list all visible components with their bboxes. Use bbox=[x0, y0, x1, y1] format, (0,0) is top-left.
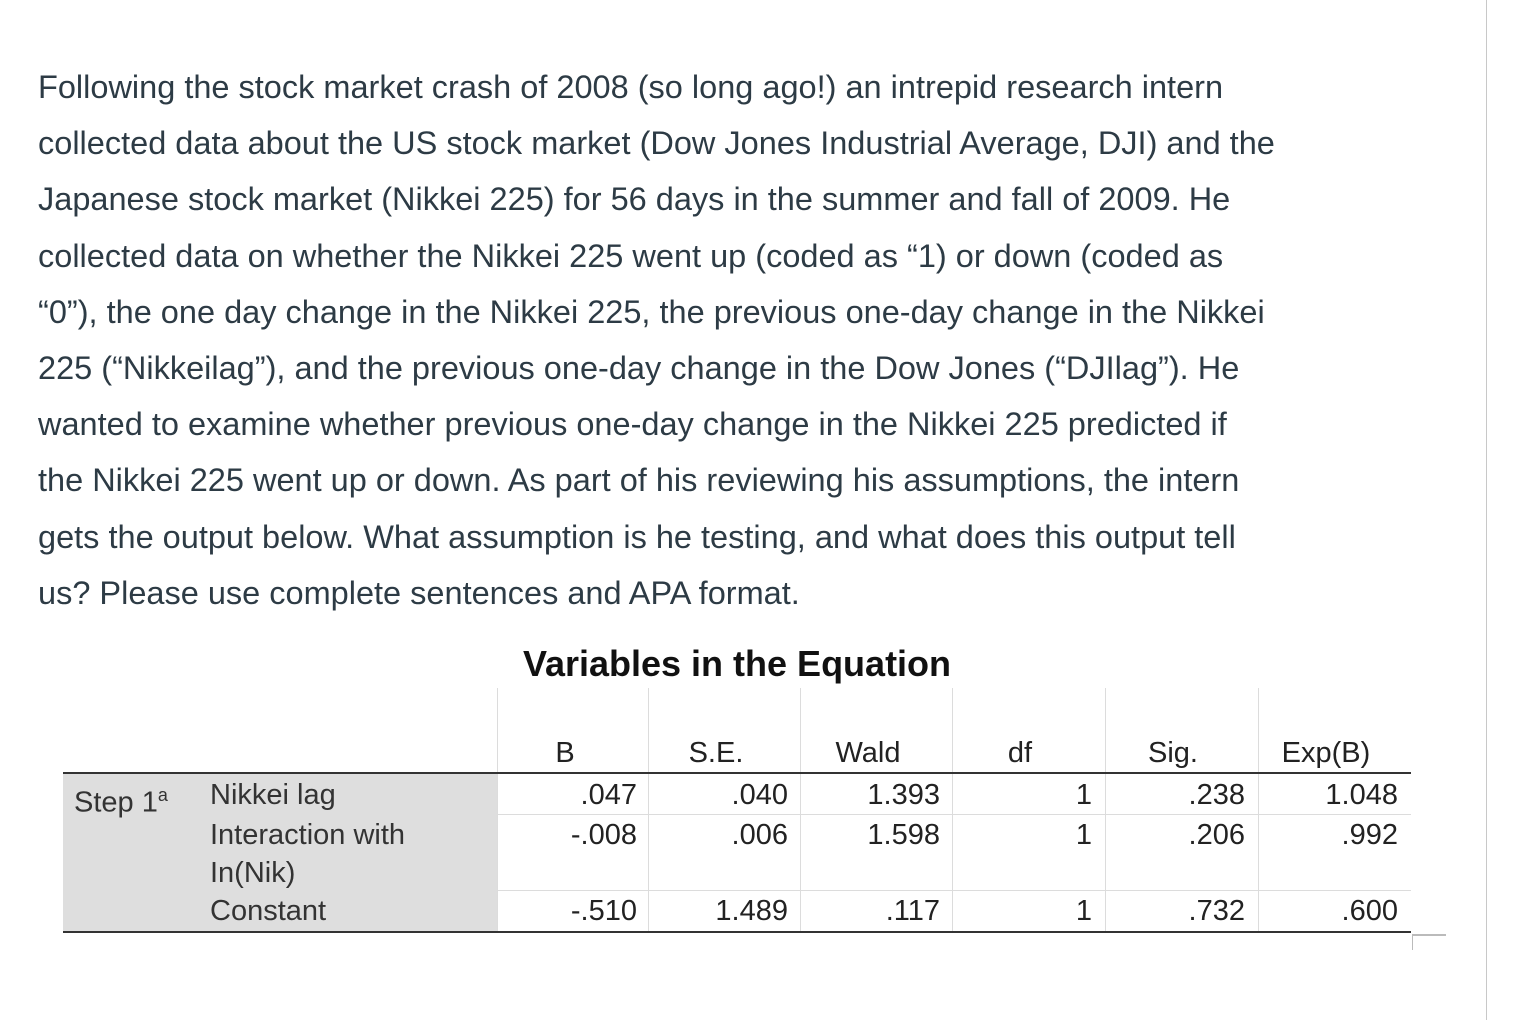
cell: .206 bbox=[1188, 819, 1245, 851]
cell: .047 bbox=[580, 779, 637, 811]
label-background bbox=[63, 774, 497, 932]
cell: 1 bbox=[1075, 895, 1092, 927]
column-header: B bbox=[555, 737, 575, 769]
question-line: Following the stock market crash of 2008… bbox=[38, 69, 1224, 105]
question-line: Japanese stock market (Nikkei 225) for 5… bbox=[38, 181, 1231, 218]
column-header: Sig. bbox=[1148, 737, 1198, 769]
column-divider bbox=[1258, 688, 1259, 931]
column-divider bbox=[952, 688, 953, 931]
row-label: Constant bbox=[210, 895, 327, 927]
question-line: collected data on whether the Nikkei 225… bbox=[38, 237, 1224, 274]
question-line: collected data about the US stock market… bbox=[38, 125, 1275, 162]
question-line: 225 (“Nikkeilag”), and the previous one-… bbox=[38, 350, 1240, 386]
row-divider bbox=[497, 814, 1411, 815]
table-title: Variables in the Equation bbox=[522, 643, 952, 684]
cell: 1.489 bbox=[715, 895, 788, 927]
corner-mark bbox=[1412, 934, 1413, 950]
question-line: the Nikkei 225 went up or down. As part … bbox=[38, 462, 1240, 499]
cell: 1 bbox=[1075, 779, 1092, 811]
row-label: In(Nik) bbox=[210, 857, 296, 889]
cell: .117 bbox=[885, 895, 940, 927]
step-label: Step 1a bbox=[74, 785, 168, 819]
column-divider bbox=[497, 688, 498, 931]
cell: 1.393 bbox=[867, 779, 940, 811]
row-label: Interaction with bbox=[210, 819, 406, 851]
question-line: wanted to examine whether previous one-d… bbox=[38, 406, 1227, 443]
column-divider bbox=[1105, 688, 1106, 931]
cell: .992 bbox=[1341, 819, 1398, 851]
step-superscript: a bbox=[157, 785, 168, 805]
cell: .238 bbox=[1188, 779, 1245, 811]
column-header: df bbox=[1007, 737, 1033, 769]
bottom-rule bbox=[63, 931, 1411, 933]
cell: .006 bbox=[731, 819, 788, 851]
header-rule bbox=[63, 772, 1411, 774]
cell: 1 bbox=[1075, 819, 1092, 851]
column-header: S.E. bbox=[688, 737, 744, 769]
question-line: us? Please use complete sentences and AP… bbox=[38, 574, 800, 611]
cell: -.008 bbox=[570, 819, 637, 851]
question-line: “0”), the one day change in the Nikkei 2… bbox=[38, 293, 1265, 330]
cell: .600 bbox=[1341, 895, 1398, 927]
column-divider bbox=[648, 688, 649, 931]
corner-mark bbox=[1412, 934, 1446, 936]
column-divider bbox=[800, 688, 801, 931]
row-divider bbox=[497, 890, 1411, 891]
question-line: gets the output below. What assumption i… bbox=[38, 518, 1236, 555]
right-border bbox=[1486, 0, 1487, 1020]
column-header: Exp(B) bbox=[1281, 737, 1371, 769]
cell: 1.048 bbox=[1325, 779, 1398, 811]
cell: .732 bbox=[1188, 895, 1245, 927]
row-label: Nikkei lag bbox=[210, 779, 336, 811]
column-header: Wald bbox=[835, 737, 901, 769]
cell: -.510 bbox=[570, 895, 637, 927]
cell: .040 bbox=[731, 779, 788, 811]
cell: 1.598 bbox=[867, 819, 940, 851]
